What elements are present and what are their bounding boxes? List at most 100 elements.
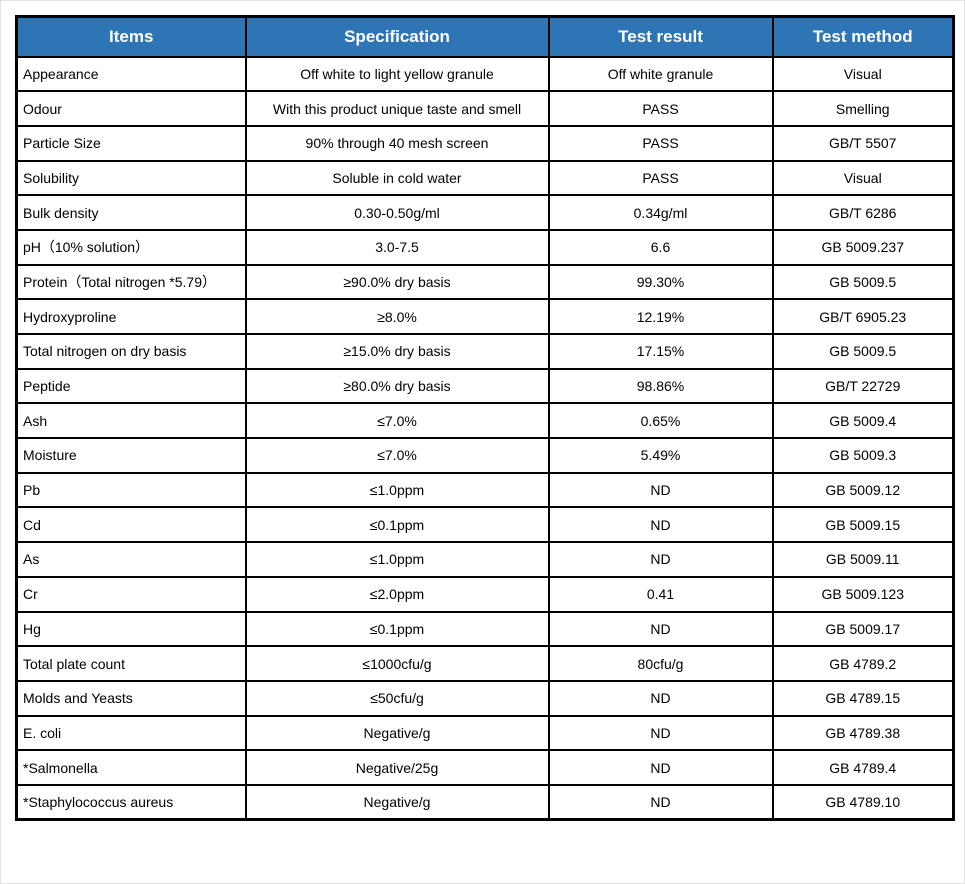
cell-test-result: ND bbox=[547, 506, 774, 544]
cell-item: Cr bbox=[15, 575, 247, 613]
cell-test-method: GB/T 6905.23 bbox=[771, 298, 955, 335]
cell-specification: ≤1.0ppm bbox=[244, 541, 550, 578]
cell-specification: 3.0-7.5 bbox=[244, 228, 550, 266]
cell-test-method: GB/T 5507 bbox=[771, 124, 955, 162]
table-header: Items Specification Test result Test met… bbox=[15, 15, 955, 58]
cell-specification: ≤2.0ppm bbox=[244, 575, 550, 613]
cell-item: E. coli bbox=[15, 714, 247, 752]
cell-item: Solubility bbox=[15, 159, 247, 197]
cell-test-method: GB 5009.3 bbox=[771, 437, 955, 474]
cell-test-result: ND bbox=[547, 679, 774, 717]
table-row: Molds and Yeasts ≤50cfu/g ND GB 4789.15 bbox=[15, 679, 955, 717]
cell-test-result: ND bbox=[547, 541, 774, 578]
cell-item: Particle Size bbox=[15, 124, 247, 162]
cell-test-method: GB 5009.11 bbox=[771, 541, 955, 578]
cell-test-method: Visual bbox=[771, 55, 955, 93]
table-row: Cr ≤2.0ppm 0.41 GB 5009.123 bbox=[15, 575, 955, 613]
cell-item: Protein（Total nitrogen *5.79） bbox=[15, 263, 247, 301]
cell-test-result: 5.49% bbox=[547, 437, 774, 474]
cell-item: Ash bbox=[15, 402, 247, 440]
header-items: Items bbox=[15, 15, 247, 58]
cell-test-method: GB 5009.5 bbox=[771, 333, 955, 370]
cell-specification: ≤7.0% bbox=[244, 437, 550, 474]
cell-item: Cd bbox=[15, 506, 247, 544]
cell-test-method: GB 5009.4 bbox=[771, 402, 955, 440]
cell-item: Total nitrogen on dry basis bbox=[15, 333, 247, 370]
table-row: Bulk density 0.30-0.50g/ml 0.34g/ml GB/T 62… bbox=[15, 194, 955, 231]
table-row: Pb ≤1.0ppm ND GB 5009.12 bbox=[15, 471, 955, 509]
table-row: Particle Size 90% through 40 mesh screen P… bbox=[15, 124, 955, 162]
table-row: Solubility Soluble in cold water PASS Visua… bbox=[15, 159, 955, 197]
header-test-result: Test result bbox=[547, 15, 774, 58]
cell-test-result: 99.30% bbox=[547, 263, 774, 301]
cell-test-result: 0.34g/ml bbox=[547, 194, 774, 231]
cell-item: Odour bbox=[15, 90, 247, 127]
table-row: Hg ≤0.1ppm ND GB 5009.17 bbox=[15, 610, 955, 648]
cell-specification: ≥80.0% dry basis bbox=[244, 367, 550, 405]
cell-specification: Negative/g bbox=[244, 714, 550, 752]
cell-test-result: PASS bbox=[547, 159, 774, 197]
cell-specification: With this product unique taste and smell bbox=[244, 90, 550, 127]
cell-item: *Staphylococcus aureus bbox=[15, 783, 247, 821]
cell-specification: Negative/g bbox=[244, 783, 550, 821]
cell-test-result: Off white granule bbox=[547, 55, 774, 93]
table-row: Peptide ≥80.0% dry basis 98.86% GB/T 22729 bbox=[15, 367, 955, 405]
cell-item: pH（10% solution） bbox=[15, 228, 247, 266]
cell-item: Peptide bbox=[15, 367, 247, 405]
cell-specification: ≤0.1ppm bbox=[244, 506, 550, 544]
cell-test-result: 0.41 bbox=[547, 575, 774, 613]
cell-specification: ≤1.0ppm bbox=[244, 471, 550, 509]
cell-test-result: 17.15% bbox=[547, 333, 774, 370]
cell-test-result: 98.86% bbox=[547, 367, 774, 405]
table-row: Total nitrogen on dry basis ≥15.0% dry ba… bbox=[15, 333, 955, 370]
cell-test-method: GB 4789.2 bbox=[771, 645, 955, 682]
cell-test-result: 6.6 bbox=[547, 228, 774, 266]
cell-test-method: Smelling bbox=[771, 90, 955, 127]
cell-test-result: ND bbox=[547, 783, 774, 821]
cell-item: Molds and Yeasts bbox=[15, 679, 247, 717]
header-test-method: Test method bbox=[771, 15, 955, 58]
cell-test-method: GB 4789.38 bbox=[771, 714, 955, 752]
cell-specification: 0.30-0.50g/ml bbox=[244, 194, 550, 231]
cell-test-method: GB/T 22729 bbox=[771, 367, 955, 405]
cell-test-result: ND bbox=[547, 471, 774, 509]
cell-test-result: 0.65% bbox=[547, 402, 774, 440]
spec-table: Items Specification Test result Test met… bbox=[15, 15, 955, 822]
table-row: Cd ≤0.1ppm ND GB 5009.15 bbox=[15, 506, 955, 544]
cell-test-method: GB 4789.15 bbox=[771, 679, 955, 717]
cell-specification: ≤1000cfu/g bbox=[244, 645, 550, 682]
cell-test-method: GB 4789.4 bbox=[771, 749, 955, 786]
cell-specification: Negative/25g bbox=[244, 749, 550, 786]
cell-test-result: 80cfu/g bbox=[547, 645, 774, 682]
cell-specification: Soluble in cold water bbox=[244, 159, 550, 197]
cell-test-method: Visual bbox=[771, 159, 955, 197]
cell-test-result: PASS bbox=[547, 90, 774, 127]
cell-test-method: GB 4789.10 bbox=[771, 783, 955, 821]
cell-test-result: ND bbox=[547, 749, 774, 786]
header-specification: Specification bbox=[244, 15, 550, 58]
cell-test-method: GB 5009.5 bbox=[771, 263, 955, 301]
table-row: E. coli Negative/g ND GB 4789.38 bbox=[15, 714, 955, 752]
cell-specification: ≥90.0% dry basis bbox=[244, 263, 550, 301]
cell-item: Total plate count bbox=[15, 645, 247, 682]
table-row: Moisture ≤7.0% 5.49% GB 5009.3 bbox=[15, 437, 955, 474]
table-row: Odour With this product unique taste and … bbox=[15, 90, 955, 127]
cell-test-result: 12.19% bbox=[547, 298, 774, 335]
cell-item: Moisture bbox=[15, 437, 247, 474]
table-row: As ≤1.0ppm ND GB 5009.11 bbox=[15, 541, 955, 578]
table-row: pH（10% solution） 3.0-7.5 6.6 GB 5009.237 bbox=[15, 228, 955, 266]
table-row: Protein（Total nitrogen *5.79） ≥90.0% dry … bbox=[15, 263, 955, 301]
table-row: *Staphylococcus aureus Negative/g ND GB 478… bbox=[15, 783, 955, 821]
cell-test-result: ND bbox=[547, 714, 774, 752]
cell-test-result: ND bbox=[547, 610, 774, 648]
table-row: Hydroxyproline ≥8.0% 12.19% GB/T 6905.23 bbox=[15, 298, 955, 335]
cell-specification: ≤0.1ppm bbox=[244, 610, 550, 648]
cell-specification: 90% through 40 mesh screen bbox=[244, 124, 550, 162]
table-row: Appearance Off white to light yellow gran… bbox=[15, 55, 955, 93]
cell-specification: Off white to light yellow granule bbox=[244, 55, 550, 93]
cell-item: Hg bbox=[15, 610, 247, 648]
cell-specification: ≤50cfu/g bbox=[244, 679, 550, 717]
cell-specification: ≥8.0% bbox=[244, 298, 550, 335]
cell-test-method: GB/T 6286 bbox=[771, 194, 955, 231]
cell-item: *Salmonella bbox=[15, 749, 247, 786]
